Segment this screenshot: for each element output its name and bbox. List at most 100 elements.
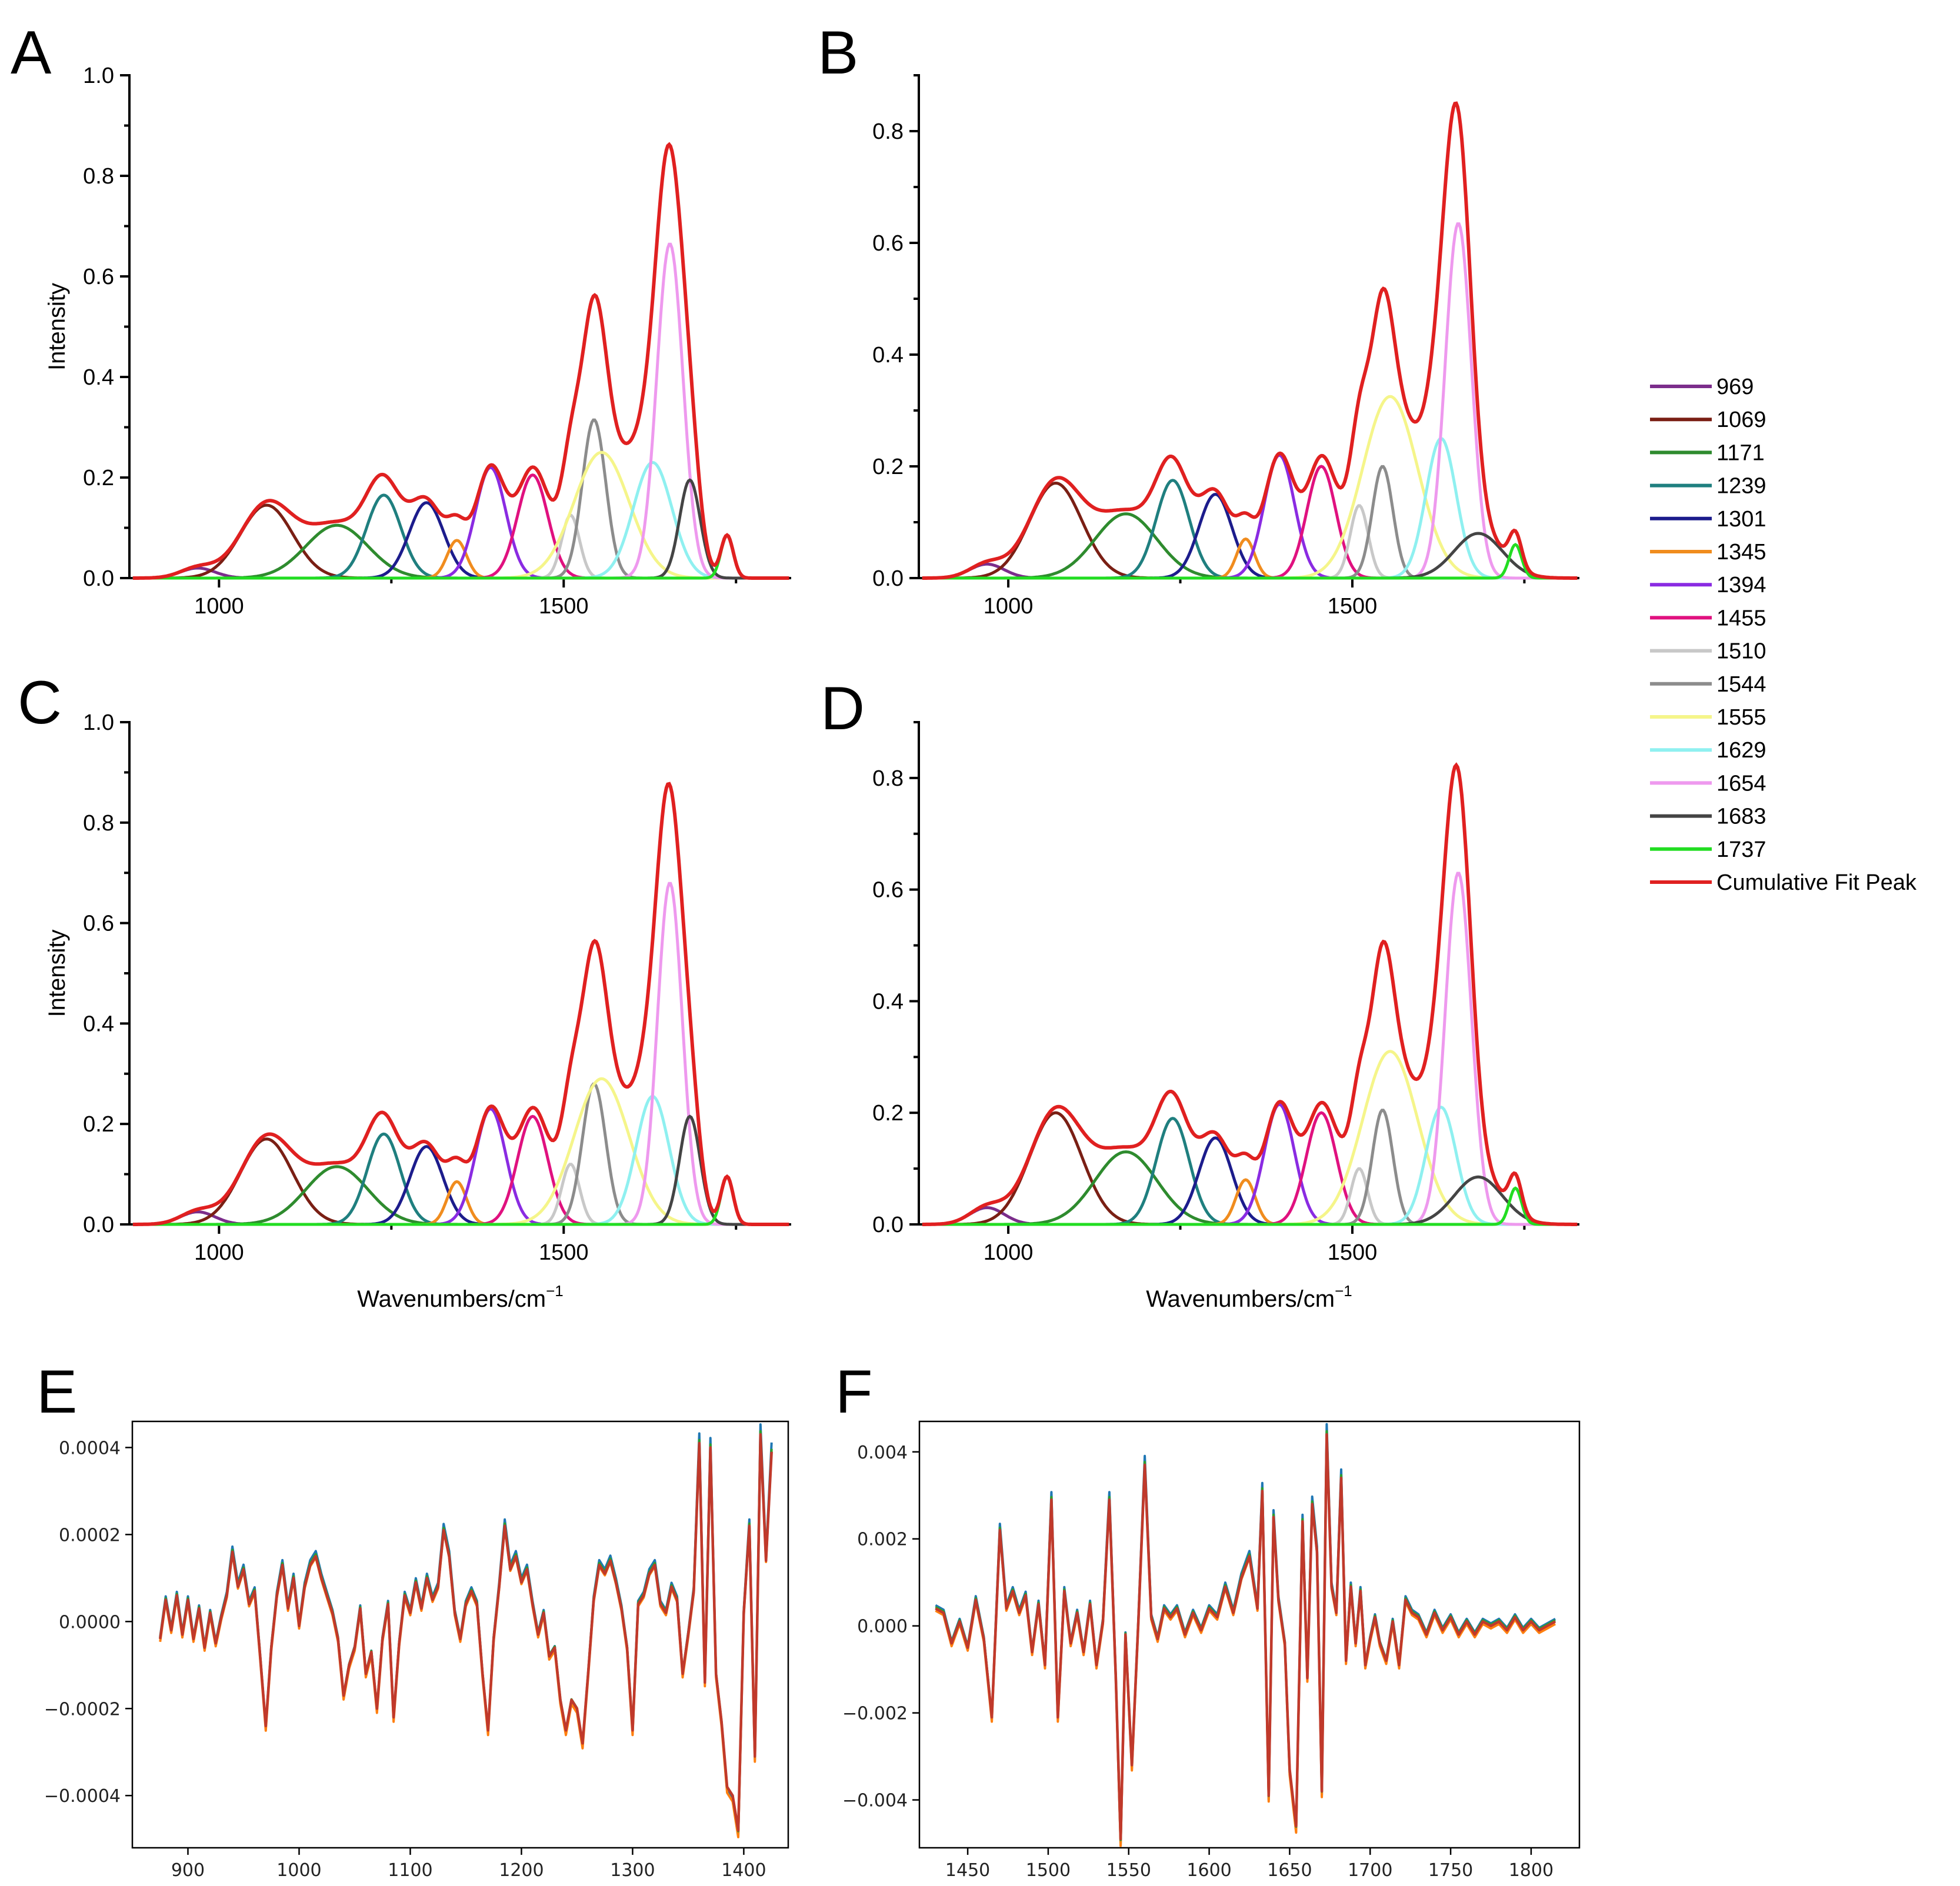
- derivative-series-1: [935, 1423, 1556, 1847]
- legend-item: Cumulative Fit Peak: [1650, 870, 1917, 895]
- peak-curve-1654: [132, 242, 789, 580]
- panel-f-chart: 0.004 0.002 0.000 −0.002 −0.004 1450 1500 1550 1…: [842, 1420, 1581, 1881]
- y-tick-label: 0.4: [83, 1012, 114, 1036]
- legend-item: 1737: [1650, 837, 1766, 862]
- derivative-series-4: [935, 1433, 1556, 1841]
- plot-frame: [131, 1420, 789, 1849]
- x-tick-label: 1800: [1509, 1860, 1554, 1881]
- legend-item: 1544: [1650, 672, 1766, 697]
- legend-item: 1629: [1650, 738, 1766, 763]
- x-axis-title-superscript: −1: [546, 1282, 564, 1300]
- legend: 969 1069 1171 1239 1301 1345 1394 1455 1510 1544 1…: [1650, 375, 1917, 895]
- legend-item: 1510: [1650, 639, 1766, 664]
- y-tick-label: 0.2: [83, 1112, 114, 1137]
- y-tick-label: 0.4: [872, 989, 904, 1014]
- x-axis-title-main: Wavenumbers/cm: [1146, 1286, 1335, 1312]
- panel-label-f: F: [835, 1358, 873, 1426]
- cumulative-fit-curve: [922, 762, 1578, 1226]
- x-tick-label: 1550: [1106, 1860, 1151, 1881]
- legend-label: 1555: [1716, 705, 1766, 730]
- y-tick-label: 0.2: [83, 466, 114, 490]
- legend-item: 1239: [1650, 474, 1766, 499]
- y-tick-label: 0.8: [872, 119, 904, 144]
- y-tick-label: 0.4: [83, 365, 114, 390]
- y-tick-label: 0.002: [857, 1530, 908, 1550]
- legend-label: 1683: [1716, 805, 1766, 829]
- y-tick-label: 0.8: [83, 164, 114, 189]
- y-tick-label: −0.0002: [44, 1699, 121, 1720]
- legend-item: 1654: [1650, 771, 1766, 796]
- derivative-series-2: [935, 1432, 1556, 1847]
- legend-label: 1544: [1716, 672, 1766, 697]
- x-tick-label: 1500: [1026, 1860, 1071, 1881]
- x-tick-label: 1000: [194, 1240, 244, 1265]
- x-axis-title: Wavenumbers/cm−1: [357, 1282, 563, 1312]
- y-tick-label: 0.000: [857, 1617, 908, 1637]
- x-axis-title-main: Wavenumbers/cm: [357, 1286, 546, 1312]
- peak-curve-1069: [922, 481, 1578, 580]
- legend-label: 1455: [1716, 606, 1766, 630]
- y-axis-title: Intensity: [44, 283, 70, 370]
- legend-label: Cumulative Fit Peak: [1716, 870, 1917, 895]
- legend-label: 1510: [1716, 639, 1766, 664]
- x-tick-label: 1500: [539, 1240, 589, 1265]
- legend-item: 1301: [1650, 507, 1766, 532]
- x-tick-label: 1600: [1186, 1860, 1231, 1881]
- y-tick-label: −0.002: [842, 1704, 908, 1724]
- y-tick-label: 0.6: [83, 912, 114, 936]
- panel-label-d: D: [821, 675, 865, 743]
- x-tick-label: 1400: [721, 1860, 766, 1881]
- x-tick-label: 1000: [984, 1240, 1034, 1265]
- panel-label-e: E: [36, 1358, 77, 1426]
- x-tick-label: 1000: [276, 1860, 321, 1881]
- panel-e-chart: 0.0004 0.0002 0.0000 −0.0002 −0.0004 900 1000 1…: [44, 1420, 789, 1881]
- y-tick-label: 0.6: [872, 231, 904, 256]
- x-tick-label: 1200: [499, 1860, 544, 1881]
- legend-label: 1345: [1716, 540, 1766, 565]
- legend-item: 1171: [1650, 440, 1765, 465]
- legend-label: 1171: [1716, 440, 1765, 465]
- x-tick-label: 1000: [984, 594, 1034, 619]
- legend-label: 1394: [1716, 573, 1766, 597]
- x-axis-title-superscript: −1: [1335, 1282, 1352, 1300]
- legend-label: 1629: [1716, 738, 1766, 763]
- cumulative-fit-curve: [922, 101, 1578, 580]
- y-tick-label: 0.4: [872, 343, 904, 368]
- derivative-series-3: [935, 1430, 1556, 1841]
- y-axis-title: Intensity: [44, 930, 70, 1017]
- panel-label-c: C: [18, 669, 62, 737]
- cumulative-fit-curve: [132, 782, 789, 1226]
- y-tick-label: 1.0: [83, 64, 114, 88]
- derivative-series-4: [158, 1433, 773, 1832]
- x-tick-label: 1500: [1328, 594, 1378, 619]
- y-tick-label: 0.004: [857, 1443, 908, 1463]
- peak-curve-1737: [922, 1186, 1578, 1226]
- y-tick-label: 0.6: [83, 265, 114, 289]
- x-tick-label: 1700: [1348, 1860, 1392, 1881]
- panel-b-chart: 0.0 0.2 0.4 0.6 0.8 1000 1500: [872, 74, 1579, 619]
- peak-curve-1301: [132, 501, 789, 580]
- y-tick-label: 0.6: [872, 878, 904, 903]
- y-tick-label: 0.0002: [59, 1525, 121, 1545]
- y-tick-label: 0.2: [872, 455, 904, 479]
- legend-item: 969: [1650, 375, 1754, 399]
- y-tick-label: 0.0004: [59, 1438, 121, 1458]
- y-tick-label: −0.004: [842, 1791, 908, 1811]
- legend-label: 1737: [1716, 837, 1766, 862]
- legend-item: 1555: [1650, 705, 1766, 730]
- x-tick-label: 900: [171, 1860, 205, 1881]
- panel-c-chart: 0.0 0.2 0.4 0.6 0.8 1.0 1000 1500 Intensity Waven…: [44, 710, 791, 1312]
- y-tick-label: 0.2: [872, 1101, 904, 1126]
- legend-item: 1345: [1650, 540, 1766, 565]
- panel-a-chart: 0.0 0.2 0.4 0.6 0.8 1.0 1000 1500 Intensity: [44, 64, 791, 619]
- y-tick-label: 0.0: [872, 566, 904, 591]
- legend-label: 1239: [1716, 474, 1766, 499]
- y-tick-label: 0.8: [872, 766, 904, 791]
- legend-item: 1069: [1650, 408, 1766, 432]
- panel-d-chart: 0.0 0.2 0.4 0.6 0.8 1000 1500 Wavenumbers/cm−1: [872, 721, 1579, 1312]
- peak-curve-1171: [132, 523, 789, 580]
- legend-item: 1455: [1650, 606, 1766, 630]
- x-tick-label: 1100: [388, 1860, 432, 1881]
- y-tick-label: 0.8: [83, 811, 114, 836]
- legend-label: 969: [1716, 375, 1754, 399]
